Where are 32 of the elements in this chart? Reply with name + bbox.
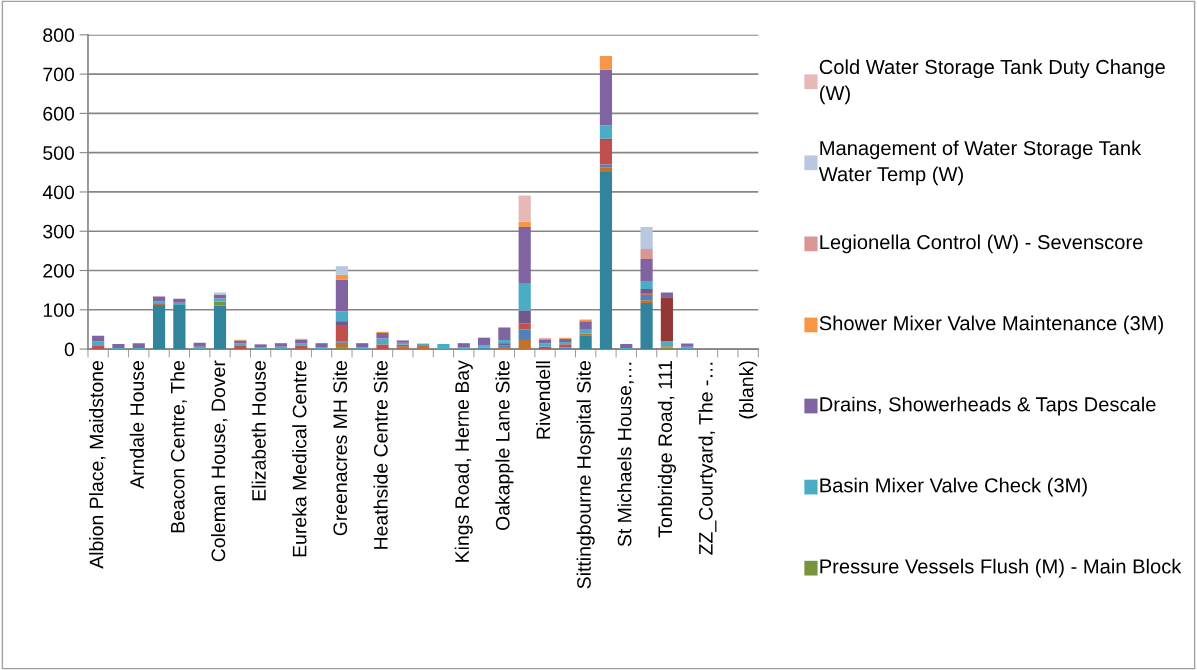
x-tick-label: Rivendell	[535, 361, 551, 439]
x-tick-label: St Michaels House,…	[617, 362, 634, 547]
x-tick-label: Arndale House	[129, 361, 144, 489]
y-tick-label: 500	[43, 146, 75, 160]
y-tick-label: 400	[42, 185, 75, 200]
legend-label: Basin Mixer Valve Check (3M)	[820, 477, 1087, 497]
x-tick-label: (blank)	[739, 361, 758, 419]
y-tick-label: 800	[43, 28, 75, 43]
x-tick-label: Greenacres MH Site	[332, 361, 348, 536]
x-tick-label: Sittingbourne Hospital Site	[576, 361, 595, 589]
x-tick-label: Tonbridge Road, 111	[657, 361, 676, 538]
legend-label: Legionella Control (W) - Sevenscore	[820, 234, 1143, 254]
x-tick-label: Eureka Medical Centre	[292, 361, 307, 557]
x-tick-label: Beacon Centre, The	[170, 361, 187, 533]
x-tick-label: Albion Place, Maidstone	[89, 361, 106, 569]
x-tick-label: Heathside Centre Site	[373, 361, 388, 549]
x-tick-label: Oakapple Lane Site	[495, 361, 514, 531]
y-tick-label: 300	[43, 224, 75, 239]
y-tick-label: 0	[64, 342, 75, 357]
legend-label: Cold Water Storage Tank Duty Change (W)	[819, 59, 1165, 105]
x-tick-label: ZZ_Courtyard, The -…	[698, 362, 717, 555]
legend-label: Shower Mixer Valve Maintenance (3M)	[819, 315, 1163, 335]
x-tick-label: Kings Road, Herne Bay	[454, 360, 473, 562]
legend-label: Drains, Showerheads & Taps Descale	[820, 396, 1156, 416]
legend-label: Management of Water Storage Tank Water Temp (W)	[818, 140, 1142, 186]
y-tick-label: 700	[43, 67, 75, 82]
y-tick-label: 200	[43, 263, 75, 278]
y-tick-label: 100	[43, 303, 75, 318]
y-tick-label: 600	[43, 106, 75, 121]
x-tick-label: Coleman House, Dover	[210, 360, 228, 562]
legend-label: Pressure Vessels Flush (M) - Main Block	[820, 558, 1182, 578]
x-tick-label: Elizabeth House	[251, 361, 266, 501]
